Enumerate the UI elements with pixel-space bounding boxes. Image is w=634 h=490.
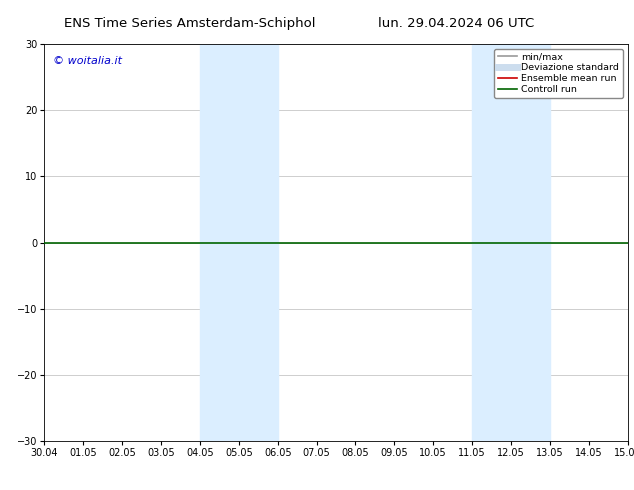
Legend: min/max, Deviazione standard, Ensemble mean run, Controll run: min/max, Deviazione standard, Ensemble m…: [494, 49, 623, 98]
Bar: [239, 44, 278, 441]
Bar: [472, 44, 511, 441]
Text: ENS Time Series Amsterdam-Schiphol: ENS Time Series Amsterdam-Schiphol: [65, 17, 316, 30]
Text: © woitalia.it: © woitalia.it: [53, 56, 122, 66]
Text: lun. 29.04.2024 06 UTC: lun. 29.04.2024 06 UTC: [378, 17, 534, 30]
Bar: [511, 44, 550, 441]
Bar: [200, 44, 239, 441]
